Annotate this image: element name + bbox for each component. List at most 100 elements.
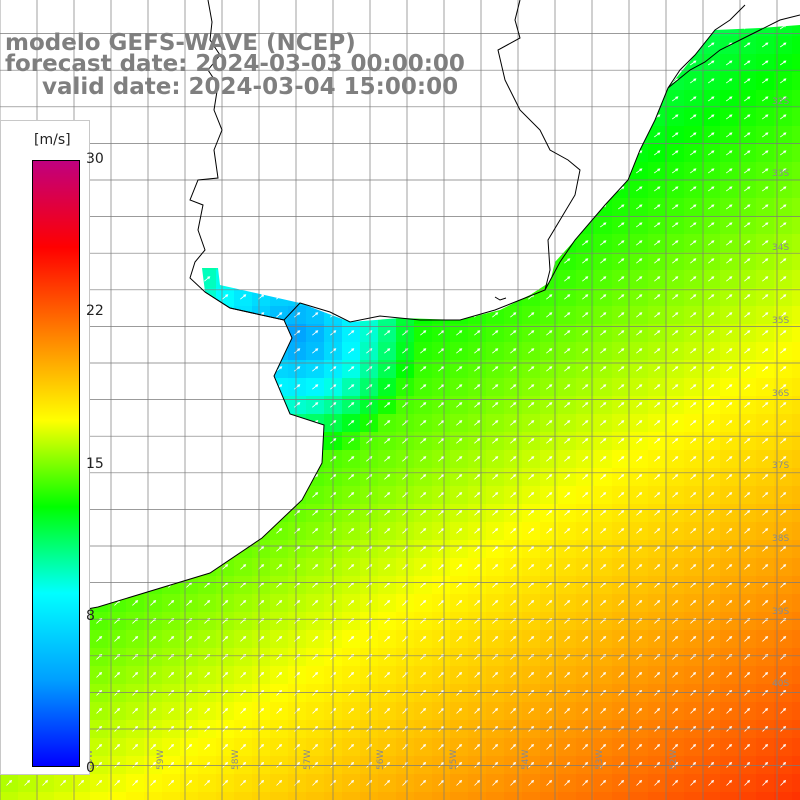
wind-cell xyxy=(234,234,252,252)
wind-arrow xyxy=(689,25,697,30)
wind-arrow xyxy=(599,150,607,156)
wind-arrow xyxy=(384,672,391,678)
wind-arrow xyxy=(365,114,373,120)
wind-arrow xyxy=(491,114,499,120)
wind-cell xyxy=(702,792,720,800)
wind-arrow xyxy=(222,474,229,480)
wind-arrow xyxy=(384,384,391,390)
wind-arrow xyxy=(672,636,679,642)
wind-arrow xyxy=(708,384,715,390)
wind-arrow xyxy=(528,492,535,498)
wind-cell xyxy=(576,144,594,162)
wind-cell xyxy=(558,90,576,108)
wind-arrow xyxy=(204,492,211,498)
wind-arrow xyxy=(564,672,571,678)
wind-arrow xyxy=(420,708,427,714)
wind-arrow xyxy=(618,7,624,11)
wind-arrow xyxy=(456,510,463,516)
wind-arrow xyxy=(509,114,517,120)
wind-arrow xyxy=(546,384,553,390)
wind-arrow xyxy=(635,96,643,102)
wind-arrow xyxy=(150,654,157,660)
wind-arrow xyxy=(240,456,247,462)
wind-arrow xyxy=(438,654,445,660)
wind-arrow xyxy=(456,312,463,318)
wind-arrow xyxy=(222,312,229,318)
wind-arrow xyxy=(528,564,535,570)
wind-arrow xyxy=(491,60,499,66)
wind-arrow xyxy=(762,348,769,354)
wind-cell xyxy=(414,162,432,180)
wind-arrow xyxy=(384,510,391,516)
wind-arrow xyxy=(420,600,427,606)
wind-cell xyxy=(270,270,288,288)
wind-arrow xyxy=(491,25,499,30)
wind-cell xyxy=(162,198,180,216)
wind-arrow xyxy=(168,330,175,336)
wind-cell xyxy=(450,306,468,324)
wind-arrow xyxy=(150,348,157,354)
wind-arrow xyxy=(618,744,625,750)
wind-arrow xyxy=(384,276,391,282)
wind-arrow xyxy=(312,708,319,714)
wind-arrow xyxy=(420,564,427,570)
wind-arrow xyxy=(5,25,13,30)
wind-arrow xyxy=(474,474,481,480)
wind-cell xyxy=(378,216,396,234)
wind-arrow xyxy=(780,510,787,516)
wind-arrow xyxy=(420,761,427,768)
wind-arrow xyxy=(743,132,751,138)
wind-cell xyxy=(252,252,270,270)
wind-cell xyxy=(234,180,252,198)
wind-arrow xyxy=(132,636,139,642)
wind-arrow xyxy=(581,204,589,210)
wind-arrow xyxy=(780,438,787,444)
wind-arrow xyxy=(563,168,571,174)
wind-arrow xyxy=(438,672,445,678)
wind-arrow xyxy=(635,168,643,174)
wind-arrow xyxy=(96,672,103,678)
wind-arrow xyxy=(204,744,211,750)
wind-arrow xyxy=(348,438,355,444)
wind-arrow xyxy=(545,132,553,138)
wind-arrow xyxy=(618,294,625,300)
wind-arrow xyxy=(222,744,229,750)
wind-arrow xyxy=(528,672,535,678)
wind-arrow xyxy=(708,330,715,336)
latitude-label: 32S xyxy=(772,97,789,107)
wind-arrow xyxy=(779,222,787,228)
wind-arrow xyxy=(582,438,589,444)
wind-cell xyxy=(630,72,648,90)
wind-cell xyxy=(396,306,414,324)
wind-cell xyxy=(36,792,54,800)
wind-arrow xyxy=(473,96,481,102)
wind-arrow xyxy=(114,779,121,786)
wind-cell xyxy=(180,0,198,18)
wind-arrow xyxy=(546,420,553,426)
wind-arrow xyxy=(168,366,175,372)
wind-arrow xyxy=(527,240,535,246)
wind-cell xyxy=(450,234,468,252)
wind-cell xyxy=(198,0,216,18)
wind-arrow xyxy=(510,761,517,768)
wind-cell xyxy=(252,468,270,486)
wind-arrow xyxy=(294,330,301,336)
wind-cell xyxy=(90,0,108,18)
wind-arrow xyxy=(311,204,319,210)
wind-arrow xyxy=(438,312,445,318)
colorbar-tick-30: 30 xyxy=(86,151,104,167)
wind-cell xyxy=(288,180,306,198)
wind-arrow xyxy=(653,168,661,174)
wind-arrow xyxy=(780,420,787,426)
wind-cell xyxy=(468,54,486,72)
wind-cell xyxy=(486,90,504,108)
longitude-label: 56W xyxy=(376,750,386,770)
wind-arrow xyxy=(743,25,751,30)
wind-arrow xyxy=(636,438,643,444)
wind-arrow xyxy=(545,240,553,246)
wind-cell xyxy=(594,36,612,54)
wind-arrow xyxy=(204,600,211,606)
wind-arrow xyxy=(527,96,535,102)
wind-arrow xyxy=(672,546,679,552)
wind-cell xyxy=(522,162,540,180)
